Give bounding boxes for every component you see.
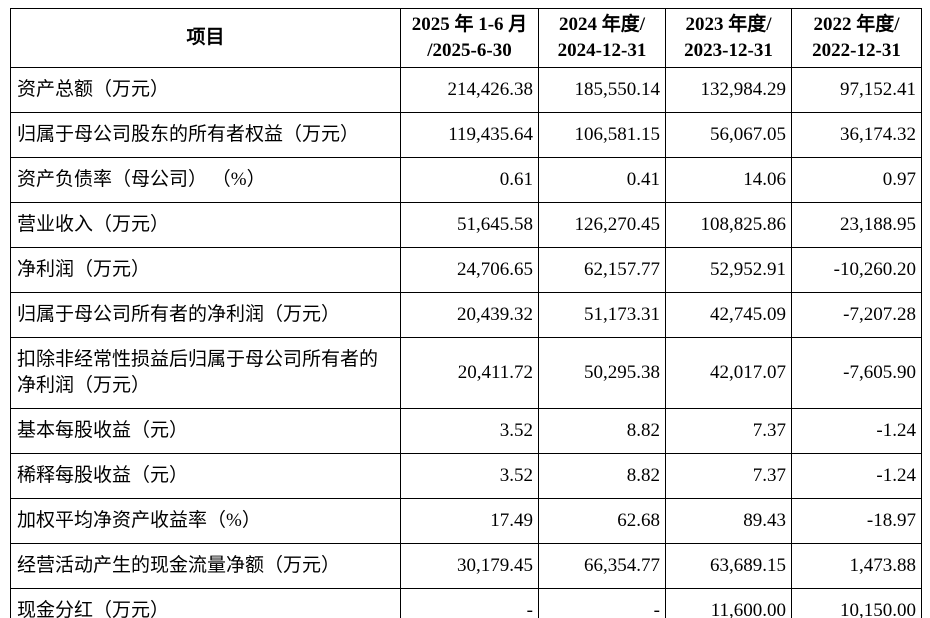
table-cell: 106,581.15	[538, 112, 666, 158]
table-row: 扣除非经常性损益后归属于母公司所有者的净利润（万元） 20,411.72 50,…	[10, 337, 922, 409]
header-period-2024-line2: 2024-12-31	[557, 40, 647, 61]
table-cell: -7,207.28	[791, 292, 922, 338]
table-cell: -10,260.20	[791, 247, 922, 293]
row-label: 归属于母公司股东的所有者权益（万元）	[10, 112, 401, 158]
table-cell: 0.61	[400, 157, 539, 203]
table-cell: 20,439.32	[400, 292, 539, 338]
table-cell: -	[538, 588, 666, 618]
row-label: 扣除非经常性损益后归属于母公司所有者的净利润（万元）	[10, 337, 401, 409]
header-period-2023-line1: 2023 年度/	[685, 14, 772, 36]
row-label: 基本每股收益（元）	[10, 408, 401, 454]
table-cell: 51,173.31	[538, 292, 666, 338]
table-cell: 62.68	[538, 498, 666, 544]
row-label: 稀释每股收益（元）	[10, 453, 401, 499]
table-row: 稀释每股收益（元） 3.52 8.82 7.37 -1.24	[10, 453, 922, 499]
financial-summary-table: 项目 2025 年 1-6 月 /2025-6-30 2024 年度/ 2024…	[10, 8, 922, 618]
header-period-2023: 2023 年度/ 2023-12-31	[665, 8, 792, 68]
table-cell: 108,825.86	[665, 202, 792, 248]
table-cell: 30,179.45	[400, 543, 539, 589]
table-cell: 119,435.64	[400, 112, 539, 158]
header-item: 项目	[10, 8, 401, 68]
table-cell: 14.06	[665, 157, 792, 203]
table-cell: 24,706.65	[400, 247, 539, 293]
table-row: 归属于母公司股东的所有者权益（万元） 119,435.64 106,581.15…	[10, 112, 922, 158]
table-cell: 89.43	[665, 498, 792, 544]
table-row: 归属于母公司所有者的净利润（万元） 20,439.32 51,173.31 42…	[10, 292, 922, 338]
table-cell: 1,473.88	[791, 543, 922, 589]
table-cell: 23,188.95	[791, 202, 922, 248]
table-row: 资产总额（万元） 214,426.38 185,550.14 132,984.2…	[10, 67, 922, 113]
table-cell: 8.82	[538, 453, 666, 499]
table-cell: 63,689.15	[665, 543, 792, 589]
table-cell: 56,067.05	[665, 112, 792, 158]
table-cell: 42,745.09	[665, 292, 792, 338]
table-cell: 126,270.45	[538, 202, 666, 248]
table-cell: 0.97	[791, 157, 922, 203]
header-period-2025-line1: 2025 年 1-6 月	[411, 14, 528, 36]
header-period-2022: 2022 年度/ 2022-12-31	[791, 8, 922, 68]
header-period-2024-line1: 2024 年度/	[558, 14, 646, 36]
row-label: 现金分红（万元）	[10, 588, 401, 618]
table-row: 净利润（万元） 24,706.65 62,157.77 52,952.91 -1…	[10, 247, 922, 293]
table-row: 基本每股收益（元） 3.52 8.82 7.37 -1.24	[10, 408, 922, 454]
table-cell: 132,984.29	[665, 67, 792, 113]
row-label: 归属于母公司所有者的净利润（万元）	[10, 292, 401, 338]
table-cell: 214,426.38	[400, 67, 539, 113]
table-cell: 7.37	[665, 408, 792, 454]
table-cell: 17.49	[400, 498, 539, 544]
header-period-2022-line2: 2022-12-31	[812, 40, 901, 61]
table-cell: -7,605.90	[791, 337, 922, 409]
table-cell: -1.24	[791, 453, 922, 499]
table-cell: -	[400, 588, 539, 618]
row-label: 经营活动产生的现金流量净额（万元）	[10, 543, 401, 589]
row-label: 资产总额（万元）	[10, 67, 401, 113]
table-row: 资产负债率（母公司） （%） 0.61 0.41 14.06 0.97	[10, 157, 922, 203]
row-label: 资产负债率（母公司） （%）	[10, 157, 401, 203]
row-label: 净利润（万元）	[10, 247, 401, 293]
table-row: 营业收入（万元） 51,645.58 126,270.45 108,825.86…	[10, 202, 922, 248]
header-period-2023-line2: 2023-12-31	[684, 40, 773, 61]
table-cell: 62,157.77	[538, 247, 666, 293]
header-period-2022-line1: 2022 年度/	[813, 14, 900, 36]
header-period-2024: 2024 年度/ 2024-12-31	[538, 8, 666, 68]
table-cell: 0.41	[538, 157, 666, 203]
table-cell: 185,550.14	[538, 67, 666, 113]
header-period-2025-line2: /2025-6-30	[427, 40, 512, 61]
table-cell: -1.24	[791, 408, 922, 454]
table-cell: 7.37	[665, 453, 792, 499]
table-row: 现金分红（万元） - - 11,600.00 10,150.00	[10, 588, 922, 618]
table-row: 经营活动产生的现金流量净额（万元） 30,179.45 66,354.77 63…	[10, 543, 922, 589]
row-label: 营业收入（万元）	[10, 202, 401, 248]
table-cell: 52,952.91	[665, 247, 792, 293]
table-cell: 36,174.32	[791, 112, 922, 158]
table-cell: 8.82	[538, 408, 666, 454]
table-cell: 3.52	[400, 453, 539, 499]
table-cell: 50,295.38	[538, 337, 666, 409]
table-cell: 97,152.41	[791, 67, 922, 113]
table-cell: 20,411.72	[400, 337, 539, 409]
header-row: 项目 2025 年 1-6 月 /2025-6-30 2024 年度/ 2024…	[10, 8, 922, 68]
table-cell: 10,150.00	[791, 588, 922, 618]
table-cell: 42,017.07	[665, 337, 792, 409]
table-row: 加权平均净资产收益率（%） 17.49 62.68 89.43 -18.97	[10, 498, 922, 544]
table-cell: -18.97	[791, 498, 922, 544]
table-cell: 3.52	[400, 408, 539, 454]
table-cell: 11,600.00	[665, 588, 792, 618]
table-cell: 66,354.77	[538, 543, 666, 589]
table-cell: 51,645.58	[400, 202, 539, 248]
header-period-2025: 2025 年 1-6 月 /2025-6-30	[400, 8, 539, 68]
row-label: 加权平均净资产收益率（%）	[10, 498, 401, 544]
